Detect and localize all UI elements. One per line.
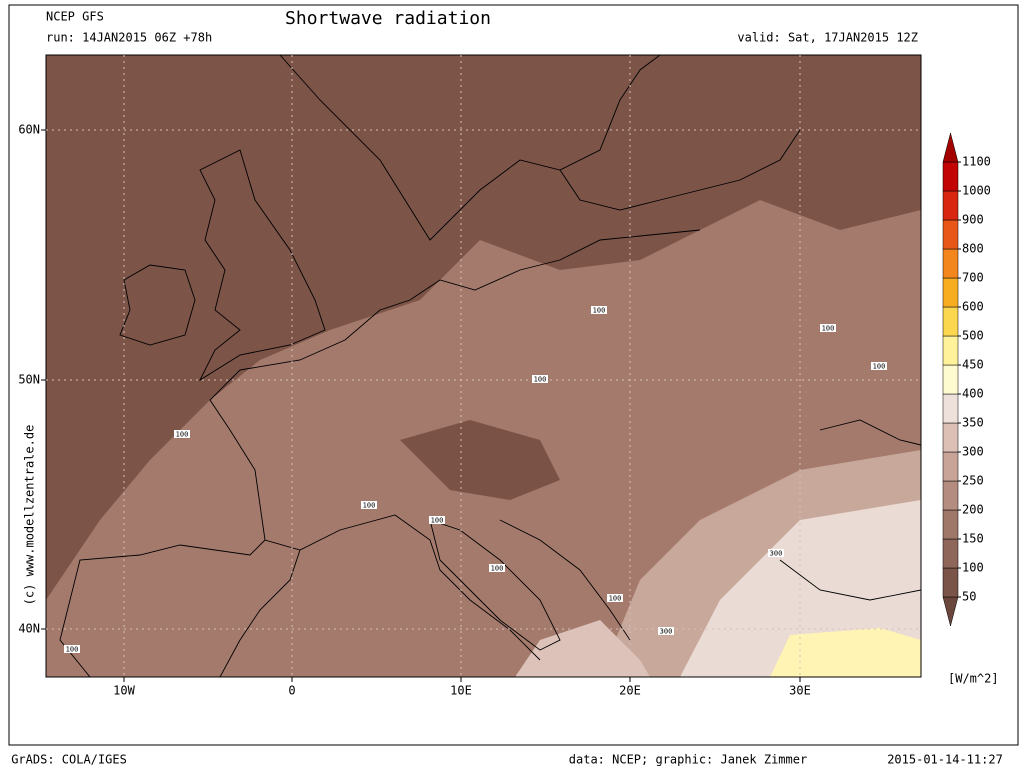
valid: valid: Sat, 17JAN2015 12Z bbox=[737, 31, 918, 45]
coast-italy bbox=[429, 519, 631, 651]
colorbar-label: 700 bbox=[962, 271, 984, 285]
lon-label: 0 bbox=[288, 684, 295, 698]
map-frame bbox=[45, 54, 922, 678]
colorbar-label: 600 bbox=[962, 300, 984, 314]
colorbar-arrow-high bbox=[942, 132, 959, 163]
colorbar-arrow-low bbox=[942, 596, 959, 627]
contour-label: 100 bbox=[873, 363, 886, 371]
contour-label-box bbox=[820, 324, 836, 332]
contour-label-box bbox=[429, 516, 445, 524]
contour-label: 300 bbox=[660, 628, 673, 636]
colorbar-segment bbox=[942, 538, 959, 569]
contour-label-box bbox=[174, 430, 190, 438]
contour-label-box bbox=[607, 594, 623, 602]
coast-north bbox=[279, 55, 801, 241]
colorbar-label: 150 bbox=[962, 532, 984, 546]
colorbar-label: 300 bbox=[962, 445, 984, 459]
contour-label: 100 bbox=[363, 502, 376, 510]
lat-label: 60N bbox=[18, 123, 40, 137]
contour-label: 100 bbox=[176, 431, 189, 439]
footer-right: 2015-01-14-11:27 bbox=[887, 753, 1003, 767]
lon-label: 10E bbox=[450, 684, 472, 698]
footer-left: GrADS: COLA/IGES bbox=[11, 753, 127, 767]
field-alps bbox=[400, 420, 560, 500]
contour-label-box bbox=[658, 627, 674, 635]
colorbar-segment bbox=[942, 480, 959, 511]
colorbar-segment bbox=[942, 451, 959, 482]
contour-label-box bbox=[591, 306, 607, 314]
colorbar-segment bbox=[942, 422, 959, 453]
lat-label: 40N bbox=[18, 622, 40, 636]
colorbar-segment bbox=[942, 306, 959, 337]
lat-label: 50N bbox=[18, 373, 40, 387]
model: NCEP GFS bbox=[46, 10, 104, 24]
lon-label: 20E bbox=[619, 684, 641, 698]
lon-label: 30E bbox=[789, 684, 811, 698]
credit: (c) www.modellzentrale.de bbox=[23, 425, 37, 606]
colorbar-segment bbox=[942, 248, 959, 279]
coast-blacksea bbox=[779, 419, 921, 601]
colorbar-segment bbox=[942, 567, 959, 598]
title: Shortwave radiation bbox=[285, 8, 491, 29]
colorbar-label: 500 bbox=[962, 329, 984, 343]
contour-label: 100 bbox=[491, 565, 504, 573]
contour-label-box bbox=[532, 375, 548, 383]
contour-label: 100 bbox=[593, 307, 606, 315]
run: run: 14JAN2015 06Z +78h bbox=[46, 31, 212, 45]
colorbar-segment bbox=[942, 277, 959, 308]
lon-label: 10W bbox=[113, 684, 135, 698]
contour-label: 100 bbox=[66, 646, 79, 654]
colorbar-label: 250 bbox=[962, 474, 984, 488]
contour-label: 300 bbox=[770, 550, 783, 558]
colorbar-segment bbox=[942, 161, 959, 192]
colorbar-label: 1100 bbox=[962, 155, 991, 169]
colorbar-label: 900 bbox=[962, 213, 984, 227]
colorbar-label: 800 bbox=[962, 242, 984, 256]
colorbar-label: 100 bbox=[962, 561, 984, 575]
contour-label: 100 bbox=[534, 376, 547, 384]
contour-label: 100 bbox=[822, 325, 835, 333]
contour-label-box bbox=[489, 564, 505, 572]
unit: [W/m^2] bbox=[948, 672, 999, 686]
colorbar-label: 200 bbox=[962, 503, 984, 517]
contour-label: 100 bbox=[609, 595, 622, 603]
colorbar-label: 50 bbox=[962, 590, 976, 604]
colorbar-label: 450 bbox=[962, 358, 984, 372]
contour-label-box bbox=[768, 549, 784, 557]
map bbox=[45, 54, 922, 678]
colorbar-label: 1000 bbox=[962, 184, 991, 198]
field-yellow bbox=[770, 628, 921, 677]
colorbar-segment bbox=[942, 190, 959, 221]
frame bbox=[8, 4, 1019, 746]
colorbar-segment bbox=[942, 509, 959, 540]
contour-label-box bbox=[361, 501, 377, 509]
coast-continent bbox=[59, 229, 701, 677]
coast-ireland bbox=[119, 264, 196, 346]
colorbar-label: 400 bbox=[962, 387, 984, 401]
colorbar-segment bbox=[942, 393, 959, 424]
contour-label-box bbox=[871, 362, 887, 370]
field-light2 bbox=[515, 620, 650, 677]
colorbar-segment bbox=[942, 364, 959, 395]
coast-britain bbox=[198, 149, 326, 382]
footer-center: data: NCEP; graphic: Janek Zimmer bbox=[569, 753, 807, 767]
colorbar-segment bbox=[942, 335, 959, 366]
contour-label: 100 bbox=[431, 517, 444, 525]
contour-label-box bbox=[64, 645, 80, 653]
colorbar-segment bbox=[942, 219, 959, 250]
field-dark bbox=[46, 55, 921, 600]
colorbar-label: 350 bbox=[962, 416, 984, 430]
